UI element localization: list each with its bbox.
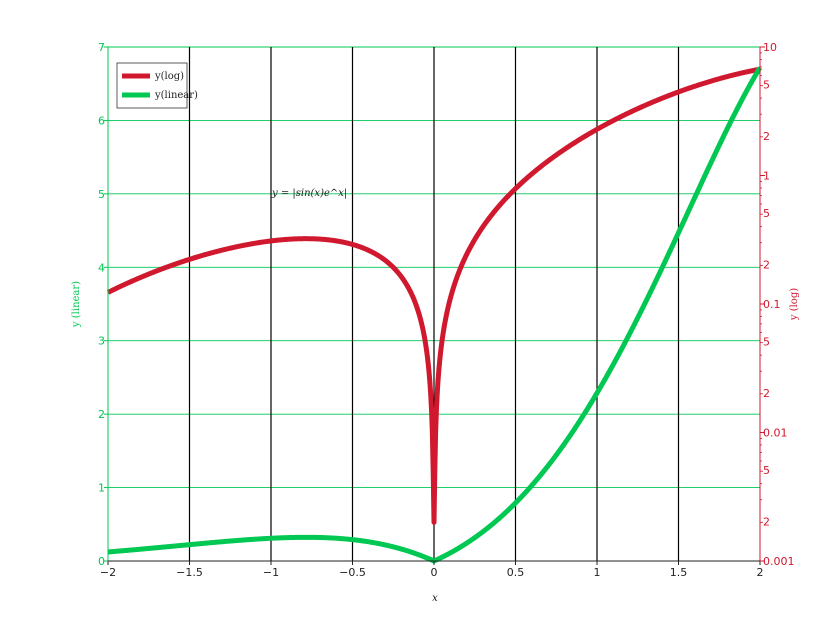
y-left-tick-label: 6: [98, 114, 105, 127]
x-tick-label: −2: [100, 566, 116, 579]
y-left-tick-label: 5: [98, 188, 105, 201]
y-left-tick-label: 0: [98, 555, 105, 568]
x-axis-label: x: [432, 593, 438, 604]
y-right-minor-tick-label: 5: [763, 79, 770, 92]
y-left-tick-label: 1: [98, 482, 105, 495]
series-line-log: [106, 66, 762, 525]
legend-label-linear: y(linear): [154, 90, 198, 101]
ticks: −2 −1.5 −1 −0.5 0 0.5 1 1.5 2012345670.001250.01…: [98, 41, 795, 579]
y-right-minor-tick-label: 2: [763, 130, 770, 143]
x-tick-label: 1.5: [670, 566, 688, 579]
x-tick-label: 0: [431, 566, 438, 579]
y-right-tick-label: 0.01: [763, 427, 788, 440]
y-left-tick-label: 2: [98, 408, 105, 421]
y-right-minor-tick-label: 5: [763, 207, 770, 220]
grid: [108, 46, 760, 561]
y-right-minor-tick-label: 5: [763, 336, 770, 349]
x-tick-label: −0.5: [339, 566, 366, 579]
legend-box: [116, 62, 188, 109]
y-right-axis-label: y (log): [789, 288, 800, 321]
x-tick-label: 0.5: [507, 566, 525, 579]
y-right-tick-label: 1: [763, 170, 770, 183]
y-right-tick-label: 0.1: [763, 298, 781, 311]
legend: y(log) y(linear): [116, 62, 198, 109]
y-right-tick-label: 0.001: [763, 555, 795, 568]
y-right-minor-tick-label: 2: [763, 387, 770, 400]
formula-annotation: y = |sin(x)e^x|: [271, 188, 347, 199]
y-right-minor-tick-label: 2: [763, 258, 770, 271]
x-tick-label: 1: [594, 566, 601, 579]
legend-label-log: y(log): [154, 71, 184, 82]
y-left-tick-label: 7: [98, 41, 105, 54]
x-tick-label: −1.5: [176, 566, 203, 579]
y-right-tick-label: 10: [763, 41, 777, 54]
y-left-tick-label: 3: [98, 335, 105, 348]
y-left-axis-label: y (linear): [71, 281, 82, 328]
y-right-minor-tick-label: 2: [763, 515, 770, 528]
x-tick-label: 2: [757, 566, 764, 579]
y-right-minor-tick-label: 5: [763, 464, 770, 477]
x-tick-label: −1: [263, 566, 279, 579]
y-left-tick-label: 4: [98, 261, 105, 274]
